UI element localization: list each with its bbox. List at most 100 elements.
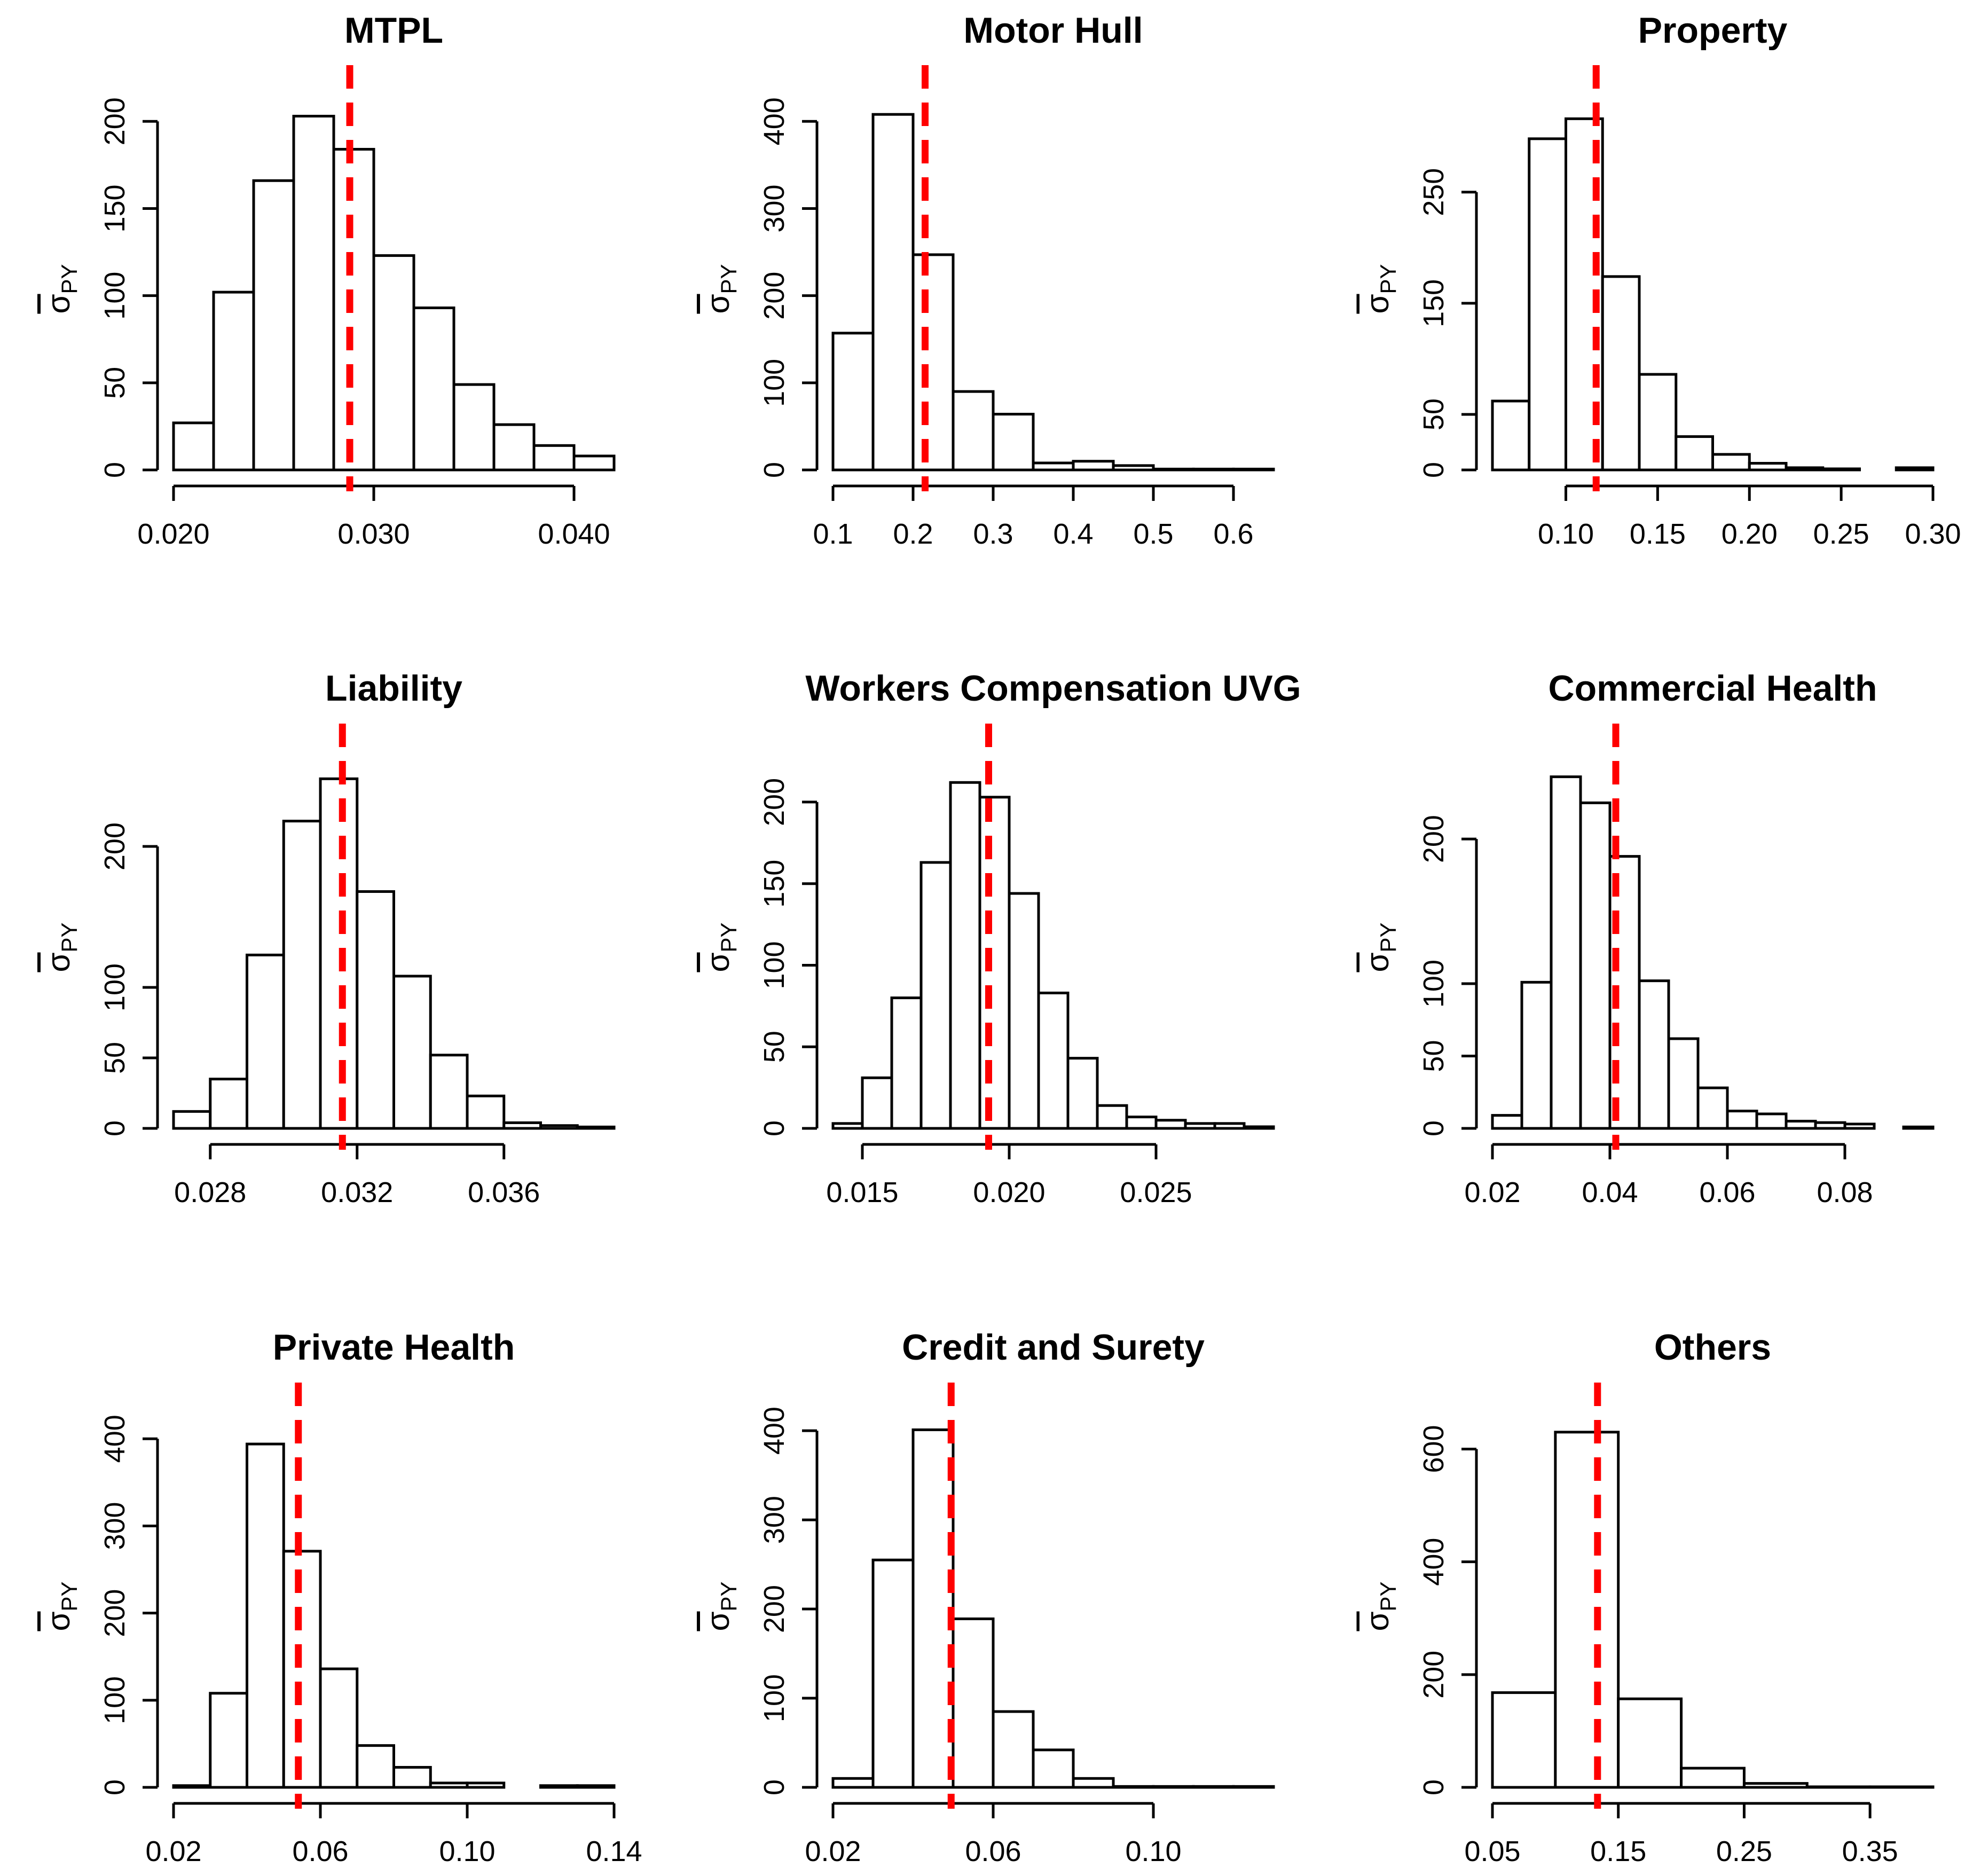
histogram-bar	[1491, 1691, 1557, 1789]
histogram-bar	[1785, 466, 1825, 472]
histogram-bar	[1696, 1086, 1729, 1130]
y-tick-label: 0	[99, 1120, 131, 1136]
x-tick-label: 0.015	[826, 1176, 898, 1208]
histogram-bar	[871, 113, 915, 472]
y-axis-label: σPY	[1359, 1581, 1401, 1631]
panel-title: MTPL	[344, 10, 443, 51]
y-tick-label: 400	[1418, 1538, 1450, 1586]
x-tick-label: 0.06	[1699, 1176, 1755, 1208]
y-tick-label: 50	[1418, 1040, 1450, 1072]
y-tick-label: 0	[1418, 1779, 1450, 1795]
histogram-bar	[1638, 979, 1670, 1130]
y-tick-label: 0	[99, 1779, 131, 1795]
sigma-subscript: PY	[57, 264, 82, 294]
histogram-bar	[1032, 1748, 1075, 1789]
y-tick-label: 0	[758, 1120, 790, 1136]
histogram-bar	[1843, 1123, 1876, 1130]
y-tick-label: 0	[1418, 1120, 1450, 1136]
histogram-bar	[1742, 1782, 1809, 1789]
histogram-bar	[1554, 1431, 1620, 1789]
x-tick-label: 0.3	[973, 518, 1013, 550]
x-tick-label: 0.15	[1590, 1835, 1646, 1867]
histogram-bar	[1748, 462, 1788, 472]
sigma-symbol: σ	[1359, 294, 1395, 314]
y-tick-label: 0	[99, 462, 131, 478]
y-axis-label: σPY	[41, 1581, 82, 1631]
x-tick-label: 0.4	[1053, 518, 1093, 550]
histogram-bar	[539, 1124, 579, 1130]
sigma-subscript: PY	[716, 264, 741, 294]
y-tick-label: 200	[99, 97, 131, 145]
histogram-bar	[356, 1744, 395, 1789]
histogram-bar	[1579, 801, 1612, 1130]
x-tick-label: 0.14	[586, 1835, 642, 1867]
y-tick-label: 0	[758, 462, 790, 478]
histogram-bar	[172, 1110, 212, 1130]
sigma-symbol: σ	[41, 1612, 76, 1631]
histogram-bar	[282, 1550, 322, 1789]
sigma-symbol: σ	[700, 294, 736, 314]
y-tick-label: 100	[758, 359, 790, 407]
histogram-bar	[1032, 461, 1075, 472]
histogram-bar	[1821, 467, 1861, 472]
histogram-bar	[212, 291, 255, 472]
x-tick-label: 0.05	[1464, 1835, 1520, 1867]
histogram-panel-1: MTPL 0 50 100 150 200 σPY 0.020 0.030 0.040	[41, 10, 616, 550]
histogram-bar	[1072, 460, 1115, 472]
histogram-bar	[332, 147, 375, 472]
sigma-symbol: σ	[1359, 953, 1395, 972]
panel-title: Others	[1654, 1327, 1771, 1368]
histogram-bar	[466, 1094, 506, 1130]
histogram-bar	[831, 1777, 875, 1789]
histogram-bar	[1491, 1114, 1523, 1130]
histogram-bar	[1755, 1112, 1788, 1130]
histogram-bar	[252, 179, 295, 472]
histogram-bar	[911, 1428, 955, 1789]
x-tick-label: 0.025	[1120, 1176, 1192, 1208]
histogram-bar	[576, 1125, 616, 1130]
histogram-bar	[319, 777, 359, 1130]
sigma-subscript: PY	[716, 922, 741, 952]
histogram-bar	[1520, 980, 1553, 1130]
sigma-subscript: PY	[1376, 1581, 1401, 1611]
x-tick-label: 0.030	[337, 518, 410, 550]
histogram-bar	[1008, 892, 1040, 1130]
panel-title: Credit and Surety	[902, 1327, 1205, 1368]
panel-title: Liability	[325, 668, 462, 709]
y-tick-label: 300	[758, 184, 790, 232]
histogram-bar	[172, 421, 215, 472]
y-tick-label: 50	[99, 1042, 131, 1074]
histogram-bar	[1037, 991, 1070, 1130]
histogram-bar	[952, 1617, 995, 1789]
histogram-bar	[1785, 1119, 1817, 1130]
y-tick-label: 400	[99, 1415, 131, 1463]
y-tick-label: 100	[99, 963, 131, 1011]
y-tick-label: 0	[758, 1779, 790, 1795]
histogram-bar	[1232, 1785, 1275, 1789]
histogram-bar	[978, 796, 1011, 1130]
histogram-bar	[1192, 467, 1235, 472]
histogram-bar	[1152, 1785, 1195, 1789]
x-tick-label: 0.15	[1630, 518, 1686, 550]
y-tick-label: 50	[99, 367, 131, 399]
y-axis-label: σPY	[700, 264, 741, 313]
y-tick-label: 100	[758, 1674, 790, 1722]
histogram-bar	[992, 1710, 1035, 1789]
y-tick-label: 250	[1418, 168, 1450, 216]
histogram-bar	[871, 1558, 915, 1789]
histogram-bar	[502, 1121, 542, 1130]
histogram-bar	[1213, 1122, 1246, 1130]
x-tick-label: 0.35	[1842, 1835, 1898, 1867]
y-tick-label: 400	[758, 1407, 790, 1455]
panel-title: Motor Hull	[963, 10, 1143, 51]
x-tick-label: 0.10	[1125, 1835, 1181, 1867]
x-tick-label: 0.10	[439, 1835, 495, 1867]
histogram-panel-3: Property 0 50 150 250 σPY 0.10 0.15 0.20 0.25 0.30	[1359, 10, 1961, 550]
histogram-panel-6: Commercial Health 0 50 100 200 σPY 0.02 0.04 0.0…	[1359, 668, 1935, 1208]
sigma-subscript: PY	[1376, 922, 1401, 952]
histogram-bar	[356, 890, 395, 1130]
histogram-bar	[1550, 775, 1582, 1130]
y-tick-label: 200	[99, 822, 131, 870]
histogram-bar	[1112, 464, 1155, 472]
histogram-bar	[1528, 137, 1567, 472]
